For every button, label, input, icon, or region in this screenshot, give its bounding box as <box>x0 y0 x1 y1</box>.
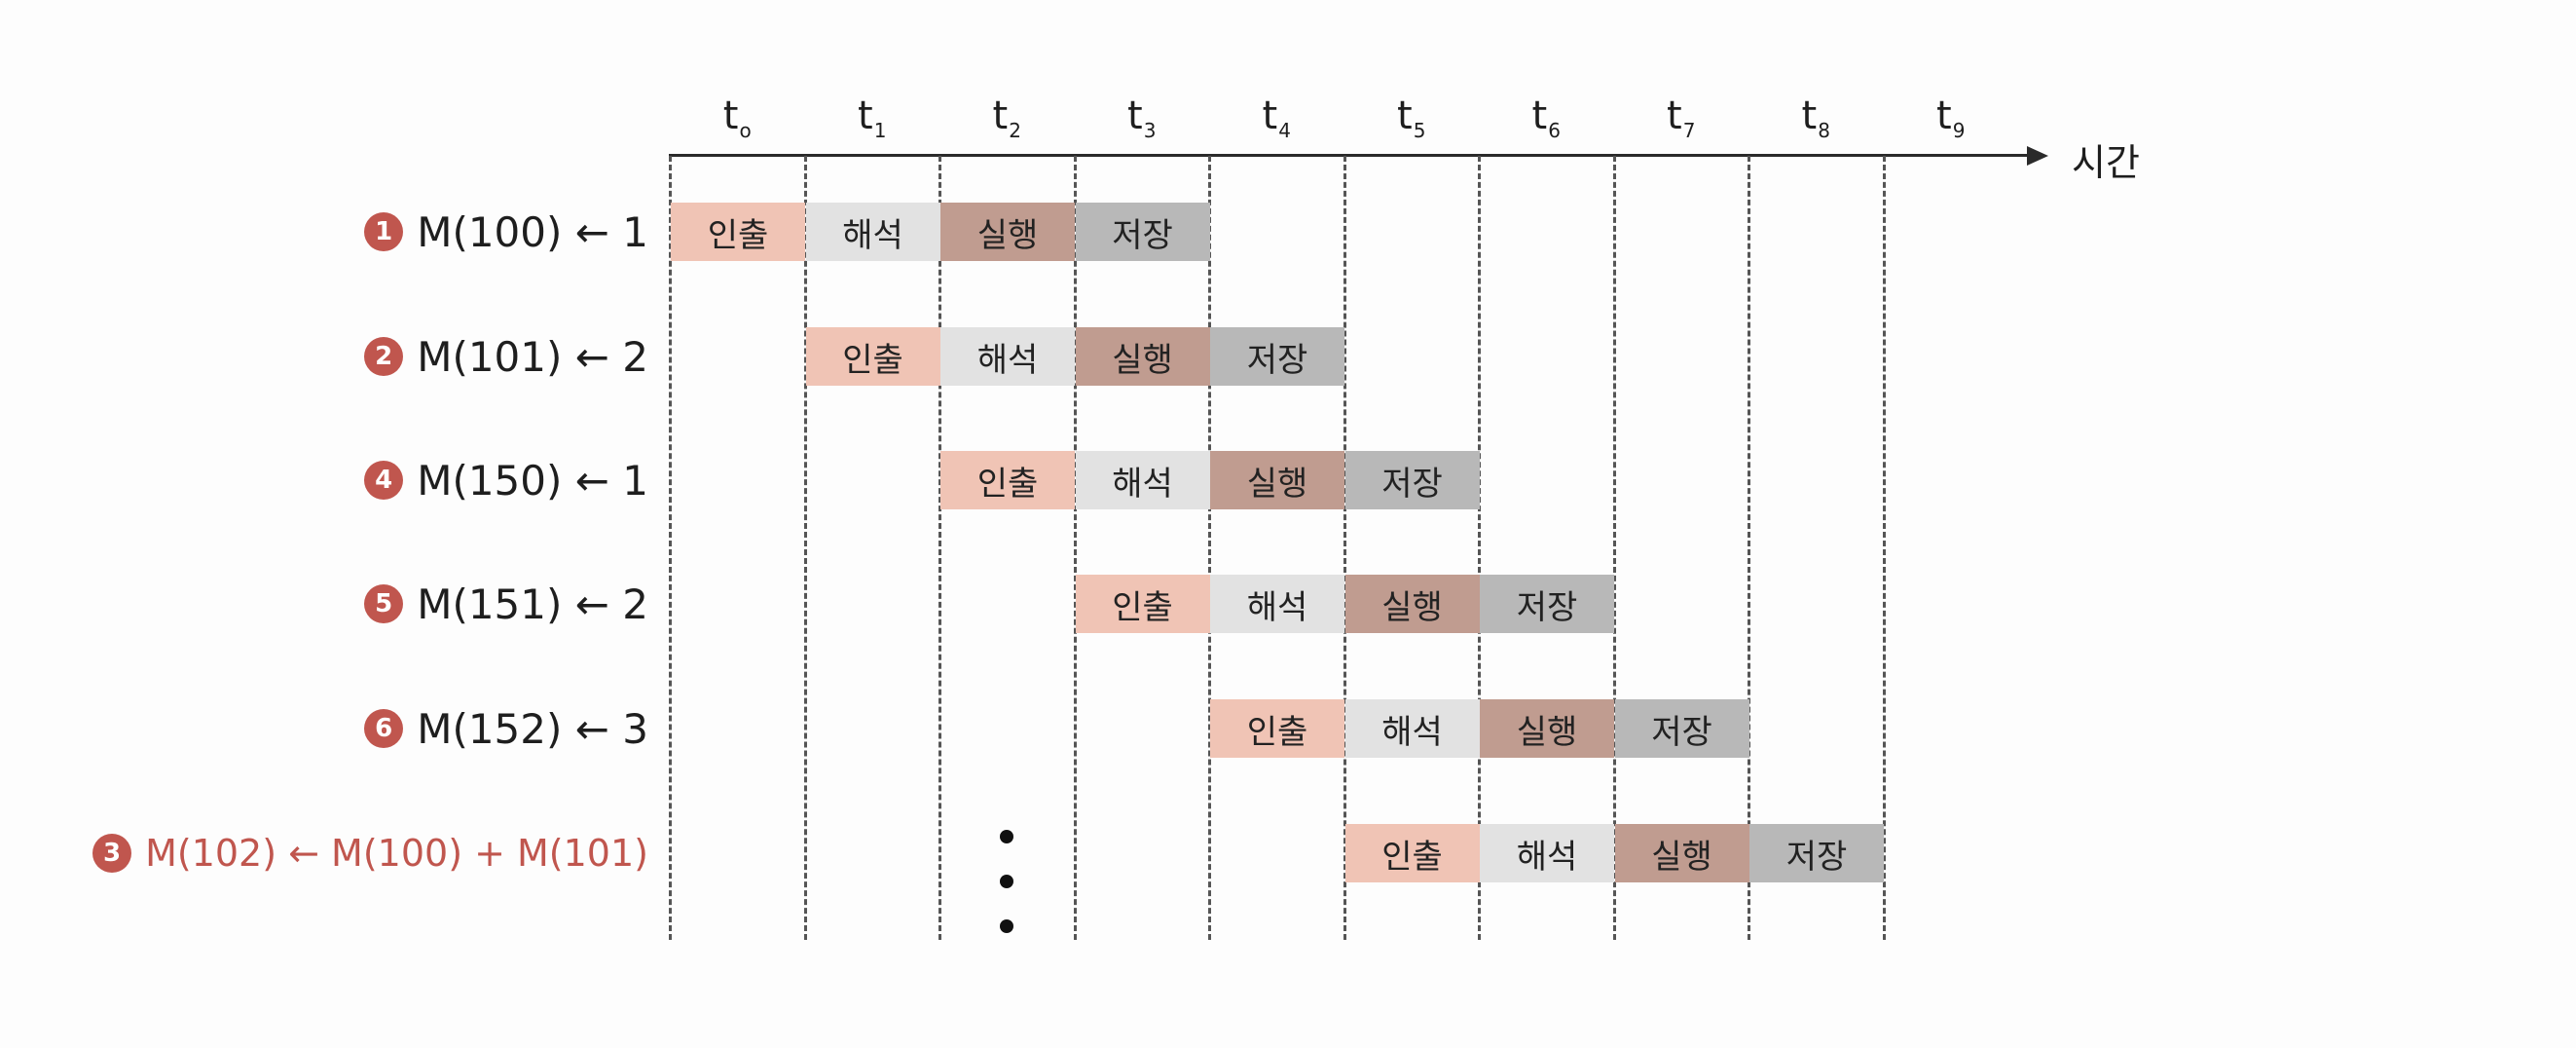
ellipsis-dot-0 <box>1000 830 1013 843</box>
time-tick-1: t1 <box>853 94 892 142</box>
stage-cell-decode: 해석 <box>1075 451 1210 509</box>
time-tick-8: t8 <box>1796 94 1835 142</box>
stage-cell-exec: 실행 <box>940 203 1075 261</box>
time-tick-base: t <box>722 94 739 138</box>
time-gridline-1 <box>803 156 807 940</box>
time-tick-base: t <box>1127 94 1143 138</box>
instruction-label: 1 M(100) ← 1 <box>364 203 648 261</box>
time-tick-subscript: 7 <box>1682 119 1696 142</box>
instruction-label: 3 M(102) ← M(100) + M(101) <box>92 824 648 882</box>
stage-cell-fetch: 인출 <box>671 203 805 261</box>
stage-cell-store: 저장 <box>1749 824 1884 882</box>
time-axis-label: 시간 <box>2072 141 2140 184</box>
ellipsis-dot-1 <box>1000 875 1013 888</box>
time-gridline-2 <box>938 156 941 940</box>
stage-cell-exec: 실행 <box>1614 824 1749 882</box>
time-tick-base: t <box>1936 94 1952 138</box>
time-tick-base: t <box>992 94 1009 138</box>
stage-cell-exec: 실행 <box>1075 327 1210 386</box>
instruction-text: M(151) ← 2 <box>417 580 648 628</box>
instruction-text: M(152) ← 3 <box>417 704 648 753</box>
instruction-label: 2 M(101) ← 2 <box>364 327 648 386</box>
time-tick-base: t <box>1801 94 1818 138</box>
instruction-label: 4 M(150) ← 1 <box>364 451 648 509</box>
time-tick-subscript: 4 <box>1278 119 1291 142</box>
time-tick-5: t5 <box>1392 94 1431 142</box>
time-tick-base: t <box>1667 94 1682 138</box>
stage-cell-store: 저장 <box>1480 575 1614 633</box>
stage-cell-decode: 해석 <box>940 327 1075 386</box>
time-gridline-5 <box>1343 156 1346 940</box>
time-tick-9: t9 <box>1932 94 1970 142</box>
stage-cell-decode: 해석 <box>1344 699 1480 758</box>
time-gridline-3 <box>1073 156 1077 940</box>
stage-cell-store: 저장 <box>1075 203 1210 261</box>
time-tick-3: t3 <box>1122 94 1161 142</box>
stage-cell-exec: 실행 <box>1210 451 1344 509</box>
time-tick-base: t <box>1397 94 1413 138</box>
time-gridline-7 <box>1612 156 1616 940</box>
stage-cell-fetch: 인출 <box>1210 699 1344 758</box>
time-gridline-9 <box>1882 156 1886 940</box>
instruction-text: M(102) ← M(100) + M(101) <box>145 832 648 875</box>
stage-cell-exec: 실행 <box>1480 699 1614 758</box>
stage-cell-store: 저장 <box>1344 451 1480 509</box>
time-tick-6: t6 <box>1527 94 1565 142</box>
stage-cell-decode: 해석 <box>1210 575 1344 633</box>
time-tick-subscript: 6 <box>1548 119 1561 142</box>
stage-cell-decode: 해석 <box>805 203 940 261</box>
time-tick-subscript: o <box>739 119 752 142</box>
time-tick-base: t <box>858 94 873 138</box>
time-axis-arrowhead <box>2027 146 2048 166</box>
step-number-badge: 5 <box>364 584 404 623</box>
step-number-badge: 4 <box>364 461 404 500</box>
step-number-badge: 2 <box>364 337 404 376</box>
time-tick-4: t4 <box>1257 94 1296 142</box>
time-gridline-8 <box>1748 156 1750 940</box>
stage-cell-store: 저장 <box>1614 699 1749 758</box>
time-tick-subscript: 3 <box>1143 119 1157 142</box>
time-tick-subscript: 9 <box>1952 119 1966 142</box>
time-tick-base: t <box>1531 94 1548 138</box>
time-tick-0: to <box>718 94 756 142</box>
step-number-badge: 1 <box>364 212 404 251</box>
instruction-label: 6 M(152) ← 3 <box>364 699 648 758</box>
stage-cell-store: 저장 <box>1210 327 1344 386</box>
stage-cell-fetch: 인출 <box>940 451 1075 509</box>
time-gridline-6 <box>1478 156 1481 940</box>
time-tick-subscript: 8 <box>1818 119 1830 142</box>
instruction-text: M(150) ← 1 <box>417 456 648 505</box>
stage-cell-exec: 실행 <box>1344 575 1480 633</box>
instruction-label: 5 M(151) ← 2 <box>364 575 648 633</box>
step-number-badge: 3 <box>92 834 132 873</box>
instruction-text: M(100) ← 1 <box>417 207 648 256</box>
ellipsis-dot-2 <box>1000 919 1013 933</box>
time-tick-base: t <box>1262 94 1278 138</box>
step-number-badge: 6 <box>364 709 404 748</box>
time-gridline-4 <box>1208 156 1211 940</box>
time-tick-2: t2 <box>987 94 1026 142</box>
stage-cell-fetch: 인출 <box>1075 575 1210 633</box>
stage-cell-fetch: 인출 <box>1344 824 1480 882</box>
time-tick-subscript: 2 <box>1009 119 1021 142</box>
time-tick-7: t7 <box>1662 94 1701 142</box>
instruction-text: M(101) ← 2 <box>417 332 648 381</box>
time-tick-subscript: 1 <box>873 119 887 142</box>
stage-cell-decode: 해석 <box>1480 824 1614 882</box>
time-axis-line <box>669 154 2032 157</box>
stage-cell-fetch: 인출 <box>805 327 940 386</box>
time-gridline-0 <box>669 156 672 940</box>
time-tick-subscript: 5 <box>1413 119 1426 142</box>
